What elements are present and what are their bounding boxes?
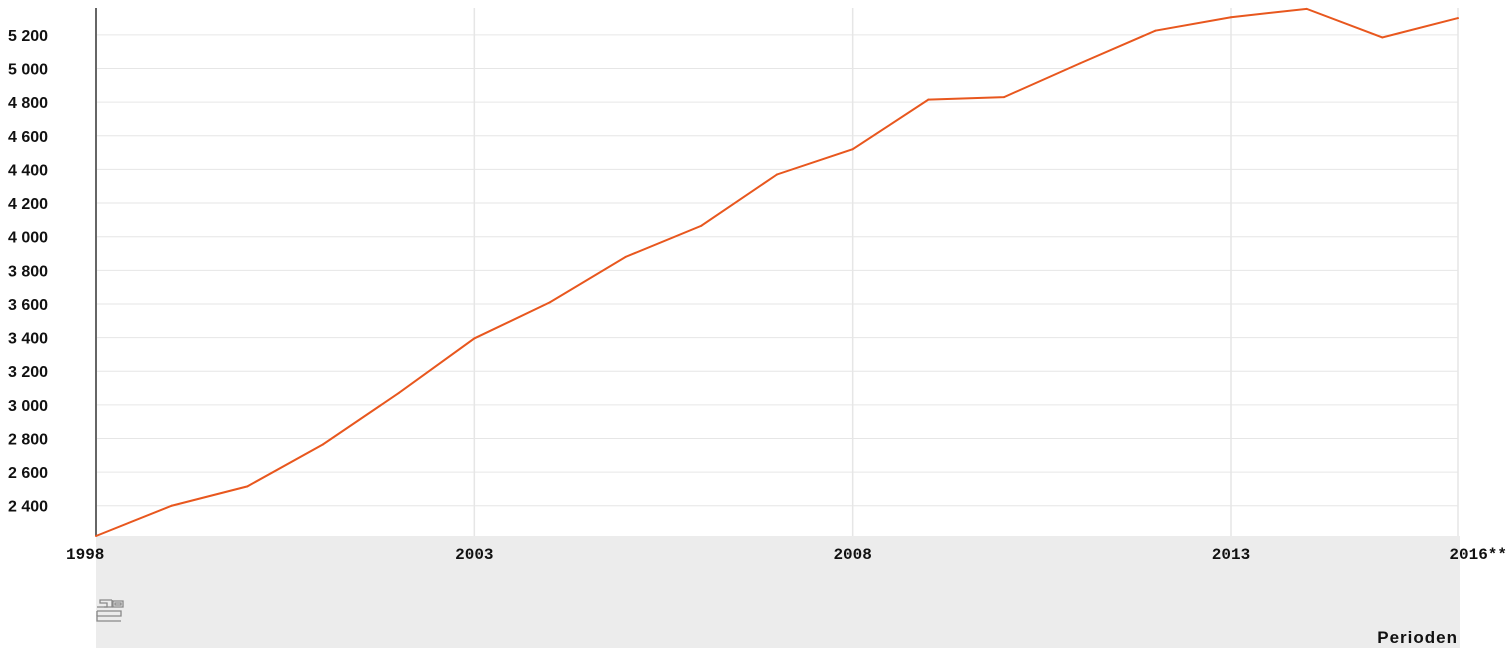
x-tick-label: 2013 xyxy=(1212,546,1250,564)
bottom-band xyxy=(96,536,1460,648)
data-point xyxy=(95,535,97,537)
series-line xyxy=(95,7,1459,537)
data-point xyxy=(1381,36,1384,39)
data-points xyxy=(95,7,1459,537)
data-point xyxy=(322,443,324,446)
y-tick-label: 5 200 xyxy=(8,28,48,45)
data-point xyxy=(397,392,400,395)
data-point xyxy=(1457,17,1459,20)
data-point xyxy=(473,337,476,340)
data-point xyxy=(851,148,854,151)
x-tick-labels: 1998 2003 2008 2013 2016** xyxy=(66,546,1507,564)
y-tick-label: 4 000 xyxy=(8,230,48,247)
y-tick-label: 5 000 xyxy=(8,62,48,79)
grid-lines xyxy=(96,8,1459,536)
data-point xyxy=(624,255,627,258)
cbs-logo-icon xyxy=(96,599,124,622)
data-point xyxy=(700,224,703,227)
data-point xyxy=(246,485,249,488)
data-point xyxy=(776,173,778,176)
data-point xyxy=(927,98,930,101)
data-point xyxy=(1154,29,1157,32)
x-tick-label: 2003 xyxy=(455,546,493,564)
y-tick-label: 3 800 xyxy=(8,263,48,280)
y-tick-labels: 2 400 2 600 2 800 3 000 3 200 3 400 3 600 3 800… xyxy=(8,28,48,516)
y-tick-label: 2 600 xyxy=(8,465,48,482)
y-tick-label: 3 400 xyxy=(8,331,48,348)
y-tick-label: 3 200 xyxy=(8,364,48,381)
x-tick-label: 2016** xyxy=(1449,546,1507,564)
y-tick-label: 4 400 xyxy=(8,162,48,179)
x-axis-title: Perioden xyxy=(1377,628,1458,647)
y-tick-label: 2 800 xyxy=(8,431,48,448)
y-tick-label: 4 200 xyxy=(8,196,48,213)
x-tick-label: 1998 xyxy=(66,546,104,564)
y-tick-label: 3 600 xyxy=(8,297,48,314)
y-tick-label: 4 600 xyxy=(8,129,48,146)
data-point xyxy=(549,301,551,304)
data-point xyxy=(1305,7,1308,10)
y-tick-label: 2 400 xyxy=(8,499,48,516)
y-tick-label: 4 800 xyxy=(8,95,48,112)
y-tick-label: 3 000 xyxy=(8,398,48,415)
data-point xyxy=(170,504,173,507)
data-point xyxy=(1078,62,1081,65)
x-tick-label: 2008 xyxy=(833,546,871,564)
data-point xyxy=(1230,16,1232,19)
data-point xyxy=(1003,96,1005,99)
